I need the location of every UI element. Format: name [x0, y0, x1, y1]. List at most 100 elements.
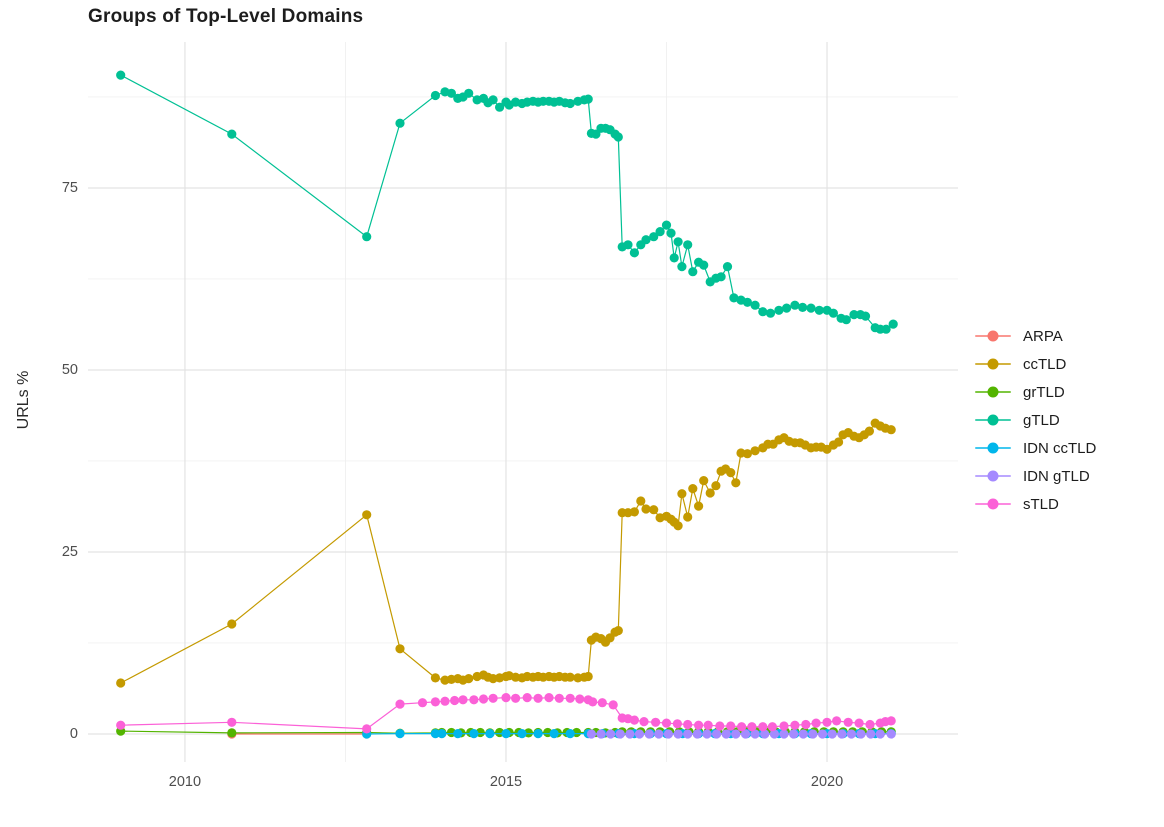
data-point — [822, 717, 832, 727]
data-point — [856, 729, 866, 739]
data-point — [811, 718, 821, 728]
data-point — [683, 729, 693, 739]
data-point — [651, 717, 661, 727]
data-point — [716, 272, 726, 282]
data-point — [750, 729, 760, 739]
data-point — [586, 729, 597, 739]
data-point — [760, 729, 770, 739]
legend-key-swatch — [975, 495, 1011, 513]
data-point — [565, 729, 575, 739]
data-point — [712, 729, 722, 739]
data-point — [726, 721, 736, 731]
data-point — [446, 88, 456, 98]
data-point — [469, 695, 479, 705]
data-point — [694, 501, 704, 511]
data-point — [866, 729, 876, 739]
data-point — [583, 94, 593, 104]
legend-label: ccTLD — [1023, 355, 1067, 373]
data-point — [544, 693, 554, 703]
legend-key-dot — [987, 358, 999, 370]
legend-key-dot — [987, 470, 999, 482]
data-point — [750, 300, 760, 310]
data-point — [362, 232, 372, 242]
data-point — [846, 729, 857, 739]
data-point — [731, 729, 741, 739]
data-point — [362, 510, 372, 520]
data-point — [549, 729, 559, 739]
legend-key-swatch — [975, 467, 1011, 485]
data-point — [636, 496, 646, 506]
data-point — [458, 695, 468, 705]
data-point — [629, 715, 640, 725]
data-point — [729, 293, 739, 303]
legend: ARPA ccTLD grTLD gTLD IDN ccTLD IDN gTLD sTLD — [975, 322, 1096, 518]
data-point — [774, 305, 784, 315]
legend-item-idn-cctld: IDN ccTLD — [975, 434, 1096, 462]
data-point — [767, 722, 778, 732]
series-cctld — [116, 418, 896, 688]
data-point — [554, 693, 564, 703]
data-point — [841, 315, 851, 325]
data-point — [625, 729, 635, 739]
data-point — [464, 88, 474, 98]
legend-item-stld: sTLD — [975, 490, 1096, 518]
data-point — [227, 129, 237, 139]
data-point — [875, 729, 885, 739]
data-point — [488, 95, 498, 105]
data-point — [722, 262, 733, 272]
series-gtld — [116, 70, 898, 334]
data-point — [827, 729, 837, 739]
data-point — [533, 693, 543, 703]
legend-key-dot — [987, 330, 999, 342]
data-point — [417, 698, 428, 708]
data-point — [464, 674, 474, 684]
data-point — [116, 70, 126, 80]
data-point — [688, 267, 698, 277]
data-point — [677, 489, 687, 499]
data-point — [765, 308, 776, 318]
legend-key-dot — [987, 498, 999, 510]
data-point — [699, 260, 709, 270]
series-idn-gtld — [586, 729, 896, 739]
data-point — [782, 303, 792, 313]
legend-key-swatch — [975, 327, 1011, 345]
data-point — [798, 302, 808, 312]
data-point — [227, 619, 237, 629]
data-point — [758, 307, 768, 317]
data-point — [395, 118, 405, 128]
data-point — [654, 729, 664, 739]
data-point — [644, 729, 654, 739]
data-point — [843, 717, 853, 727]
data-point — [495, 102, 505, 112]
x-tick-label: 2015 — [489, 774, 523, 790]
data-point — [860, 311, 871, 321]
data-point — [814, 305, 824, 315]
data-point — [615, 729, 625, 739]
legend-key-dot — [987, 386, 999, 398]
legend-key-swatch — [975, 383, 1011, 401]
data-point — [437, 729, 447, 739]
data-point — [702, 729, 712, 739]
data-point — [886, 425, 896, 435]
chart-title: Groups of Top-Level Domains — [88, 6, 364, 27]
data-point — [661, 220, 672, 230]
data-point — [837, 729, 847, 739]
data-point — [790, 300, 800, 310]
data-point — [683, 719, 693, 730]
data-point — [881, 324, 891, 334]
data-point — [750, 446, 760, 456]
data-point — [694, 720, 704, 730]
data-point — [661, 718, 672, 728]
data-point — [888, 319, 898, 329]
data-point — [801, 719, 811, 730]
data-point — [533, 729, 543, 739]
data-point — [828, 308, 839, 318]
data-point — [834, 437, 844, 447]
data-point — [634, 729, 645, 739]
data-point — [501, 729, 511, 739]
data-point — [517, 729, 527, 739]
data-point — [613, 132, 623, 142]
data-point — [565, 693, 575, 703]
data-point — [488, 693, 498, 703]
